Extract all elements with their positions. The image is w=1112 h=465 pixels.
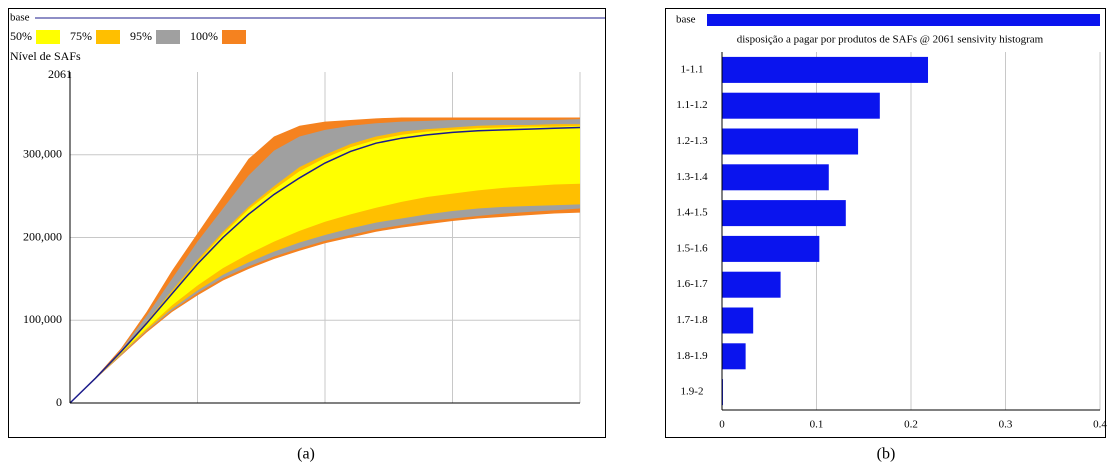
y-tick-label: 0 xyxy=(56,395,62,409)
chart-title: disposição a pagar por produtos de SAFs … xyxy=(737,34,1044,46)
bar xyxy=(722,128,859,155)
legend-label: 50% xyxy=(10,29,32,43)
bar xyxy=(722,200,846,227)
band-area xyxy=(70,125,580,403)
band-area xyxy=(70,124,580,403)
y-tick-label: 1.9-2 xyxy=(681,386,704,398)
panel-frame xyxy=(8,8,606,438)
legend-label: 75% xyxy=(70,29,92,43)
y-tick-label: 1-1.1 xyxy=(681,63,704,75)
legend-swatch xyxy=(222,30,246,44)
legend-label: 95% xyxy=(130,29,152,43)
legend-swatch xyxy=(96,30,120,44)
legend-label: base xyxy=(676,14,696,26)
x-tick-label: 0.3 xyxy=(999,419,1013,431)
bar xyxy=(722,56,929,83)
base-line xyxy=(69,126,581,404)
x-tick-label: 0.2 xyxy=(904,419,918,431)
caption: (b) xyxy=(877,446,896,463)
time-label: 2061 xyxy=(48,67,72,81)
legend-swatch xyxy=(156,30,180,44)
x-tick-label: 0.1 xyxy=(810,419,824,431)
caption: (a) xyxy=(297,446,315,463)
y-tick-label: 1.5-1.6 xyxy=(676,242,708,254)
y-axis-label: Nível de SAFs xyxy=(10,49,81,63)
bar xyxy=(722,343,746,370)
panel-frame xyxy=(665,8,1106,438)
legend-label: base xyxy=(10,12,30,24)
x-tick-label: 0.4 xyxy=(1093,419,1107,431)
bar xyxy=(722,164,829,191)
bar xyxy=(722,235,820,262)
y-tick-label: 1.8-1.9 xyxy=(676,350,708,362)
bar xyxy=(722,271,781,298)
legend-swatch xyxy=(707,14,1100,26)
bar xyxy=(722,307,754,334)
y-tick-label: 1.4-1.5 xyxy=(676,207,708,219)
legend-swatch xyxy=(36,30,60,44)
y-tick-label: 1.1-1.2 xyxy=(676,99,707,111)
x-tick-label: 0 xyxy=(719,419,725,431)
y-tick-label: 300,000 xyxy=(23,147,62,161)
legend-label: 100% xyxy=(190,29,218,43)
y-tick-label: 1.2-1.3 xyxy=(676,135,708,147)
y-tick-label: 200,000 xyxy=(23,229,62,243)
bar xyxy=(722,92,880,119)
y-tick-label: 1.6-1.7 xyxy=(676,278,708,290)
y-tick-label: 100,000 xyxy=(23,312,62,326)
y-tick-label: 1.3-1.4 xyxy=(676,171,708,183)
y-tick-label: 1.7-1.8 xyxy=(676,314,708,326)
